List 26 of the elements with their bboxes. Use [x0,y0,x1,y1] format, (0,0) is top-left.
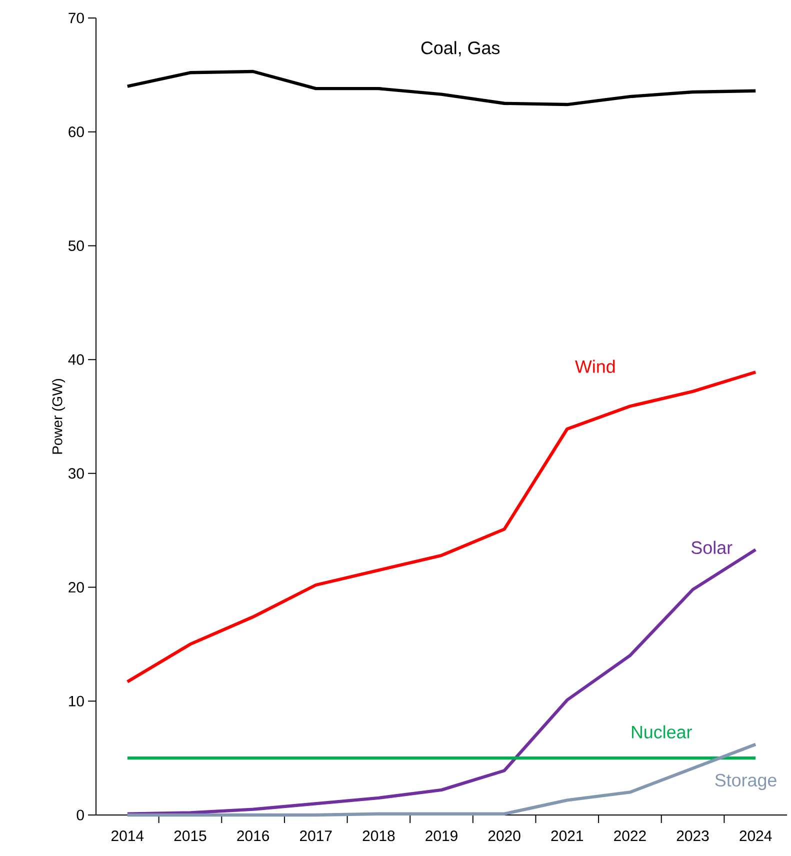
y-tick-label: 50 [68,240,84,251]
series-label: Solar [692,540,732,554]
y-tick-label: 60 [68,126,84,138]
y-tick-label: 70 [68,12,84,24]
x-tick-label: 2015 [174,830,206,842]
y-tick-label: 30 [68,468,84,479]
x-tick-label: 2022 [614,830,646,842]
text: Coal, Gas [421,41,500,56]
x-tick-label: 2023 [676,830,709,842]
y-tick-label: 20 [68,582,84,593]
line-series [126,70,758,106]
x-tick-label: 2014 [112,830,144,842]
x-tick-label: 2020 [488,830,520,842]
text: Wind [575,360,615,373]
x-tick-label: 2024 [740,830,772,842]
x-tick-label: 2018 [362,830,395,842]
y-tick-label: 40 [68,354,84,365]
x-tick-label: 2019 [426,830,458,842]
series-label: Storage [715,774,776,790]
y-tick-label: 0 [76,810,84,820]
x-tick-label: 2016 [237,830,270,842]
series-label: Nuclear [632,725,692,738]
x-tick-label: 2021 [551,830,584,842]
y-tick-label: 10 [69,696,84,706]
x-tick-label: 2017 [300,830,332,842]
y-axis-title: Power (GW) [52,379,66,454]
